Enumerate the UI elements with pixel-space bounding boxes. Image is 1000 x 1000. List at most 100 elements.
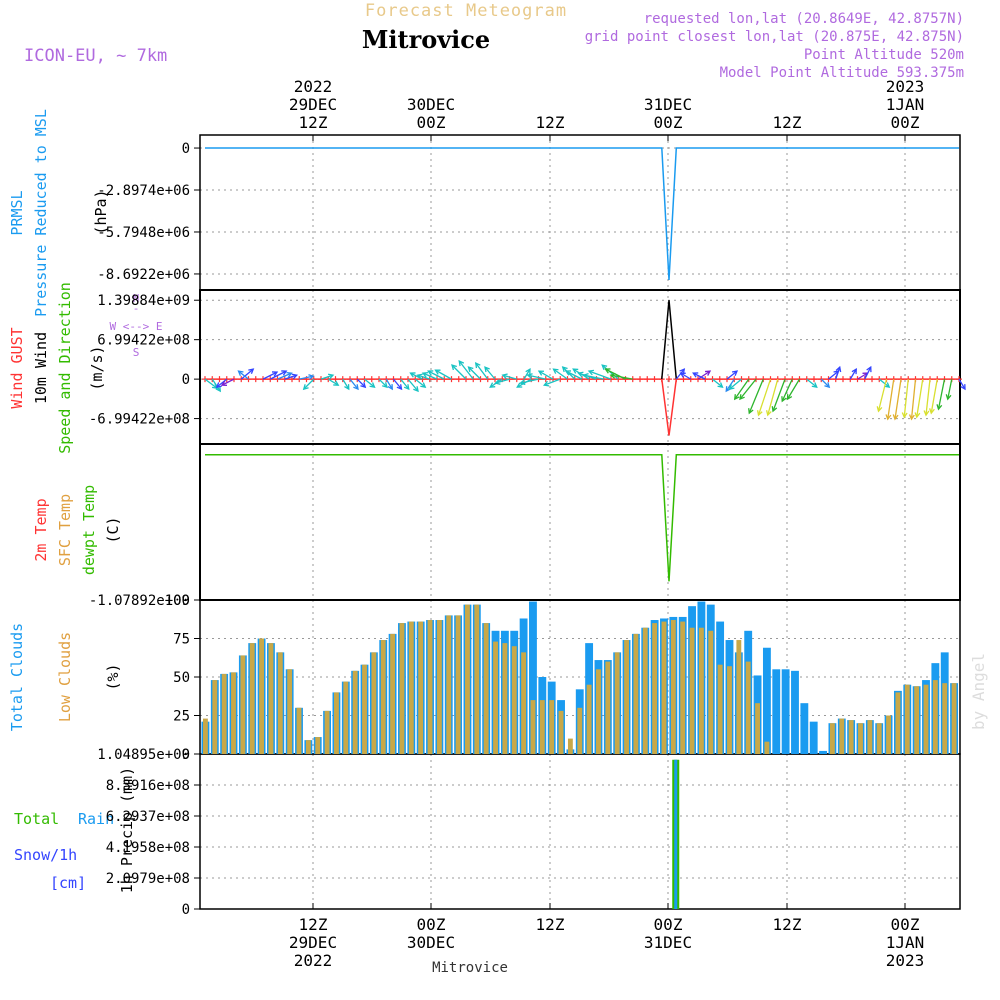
precip-snow-label: Snow/1h [14,846,77,864]
wind-arrow [216,378,228,388]
wind-arrow [729,378,742,390]
wind-arrow [468,366,481,380]
wind-arrow [451,364,467,380]
wind-arrow-head [923,410,930,417]
wind-arrow-head [739,394,745,401]
low-cloud-bar [362,664,367,754]
bottom-time-label: 31DEC [644,933,692,952]
temp-2m-label: 2m Temp [32,498,50,561]
precip-total-label: Total [14,810,59,828]
low-cloud-bar [895,692,901,754]
wind-arrow [427,370,445,380]
y-tick-label: 1.04895e+09 [97,747,190,763]
low-cloud-bar [670,620,676,754]
grid-point-coords: grid point closest lon,lat (20.875E, 42.… [585,29,964,45]
wind-arrow-head [692,372,699,378]
low-cloud-bar [221,673,227,754]
panel-frames [199,134,961,910]
wind-arrow-head [516,382,523,388]
bottom-time-label: 2022 [294,951,333,970]
low-cloud-bar [305,740,311,754]
pressure-label-full: Pressure Reduced to MSL [32,109,50,317]
precip-unit: 1h Precip (mm) [118,767,136,893]
low-cloud-bar [661,621,667,754]
low-cloud-bar [539,700,545,754]
wind-arrow-head [271,371,279,377]
wind-arrow [748,378,764,414]
precip-rain-label: Rain [78,810,114,828]
wind-arrow-head [601,364,608,371]
gust-line [205,378,959,436]
wind-arrow [565,370,583,380]
pressure-series [205,147,959,281]
low-cloud-bar [951,683,957,754]
wind-arrow [887,379,895,420]
low-cloud-bar [736,640,742,754]
low-cloud-bar [848,720,854,754]
watermark: by Angel [969,653,988,730]
low-cloud-bar [483,623,489,754]
top-time-label: 2022 [294,77,333,96]
wind-arrow [349,378,359,390]
total-cloud-bar [819,750,827,754]
wind-arrow-head [220,380,228,386]
wind-arrow [903,379,909,418]
wind-arrow [484,366,496,380]
wind-arrow [400,378,410,390]
top-time-label: 2023 [886,77,925,96]
wind-10m-label: 10m Wind [32,332,50,404]
wind-arrow [342,378,350,390]
total-cloud-bar [762,647,771,754]
side-labels: PRMSL Pressure Reduced to MSL (hPa) Wind GU… [8,109,162,893]
wind-arrow [894,379,902,420]
wind-arrow [930,379,938,414]
top-time-label: 00Z [891,113,920,132]
wind-arrow-head [733,394,740,401]
low-cloud-bar [446,615,452,754]
low-cloud-bar [586,684,592,754]
wind-arrow [221,378,235,386]
wind-arrow [692,372,706,380]
bottom-time-label: 00Z [891,915,920,934]
low-cloud-bar [727,666,732,754]
wind-arrow [725,378,735,392]
total-cloud-bar [791,670,799,754]
wind-arrow-head [215,382,222,388]
low-cloud-bar [259,638,265,754]
wind-arrow [739,378,757,400]
wind-arrow [820,378,830,388]
wind-arrow [277,372,292,380]
wind-arrow-head [403,384,410,391]
wind-arrow-head [908,414,915,421]
low-cloud-bar [511,646,517,754]
wind-arrow-head [333,380,340,386]
model-label: ICON-EU, ~ 7km [24,46,167,66]
wind-arrow-head [704,370,712,376]
low-cloud-bar [614,652,620,754]
y-tick-label: 6.99422e+08 [97,333,190,349]
low-cloud-bar [624,640,629,754]
clouds-low-label: Low Clouds [56,632,74,722]
wind-arrow [877,378,888,412]
wind-arrow-head [519,379,526,386]
low-cloud-bar [577,707,583,754]
wind-arrow [414,378,426,388]
low-cloud-bar [764,741,770,754]
wind-arrow-head [353,384,359,391]
wind-arrow-head [237,370,244,376]
wind-arrow-head [344,384,350,391]
wind-arrow [240,368,254,380]
compass-north: N [133,292,140,305]
speed-line [661,300,678,380]
total-cloud-bar [800,703,809,754]
low-cloud-bar [942,683,948,754]
panel-frame [199,443,961,601]
wind-arrow-head [308,374,315,380]
panel-frame [199,134,961,291]
wind-arrow [772,378,786,412]
bottom-time-label: 00Z [654,915,683,934]
wind-arrow-head [561,366,568,373]
y-tick-label: -2.8974e+06 [97,183,190,199]
low-cloud-bar [493,641,498,754]
